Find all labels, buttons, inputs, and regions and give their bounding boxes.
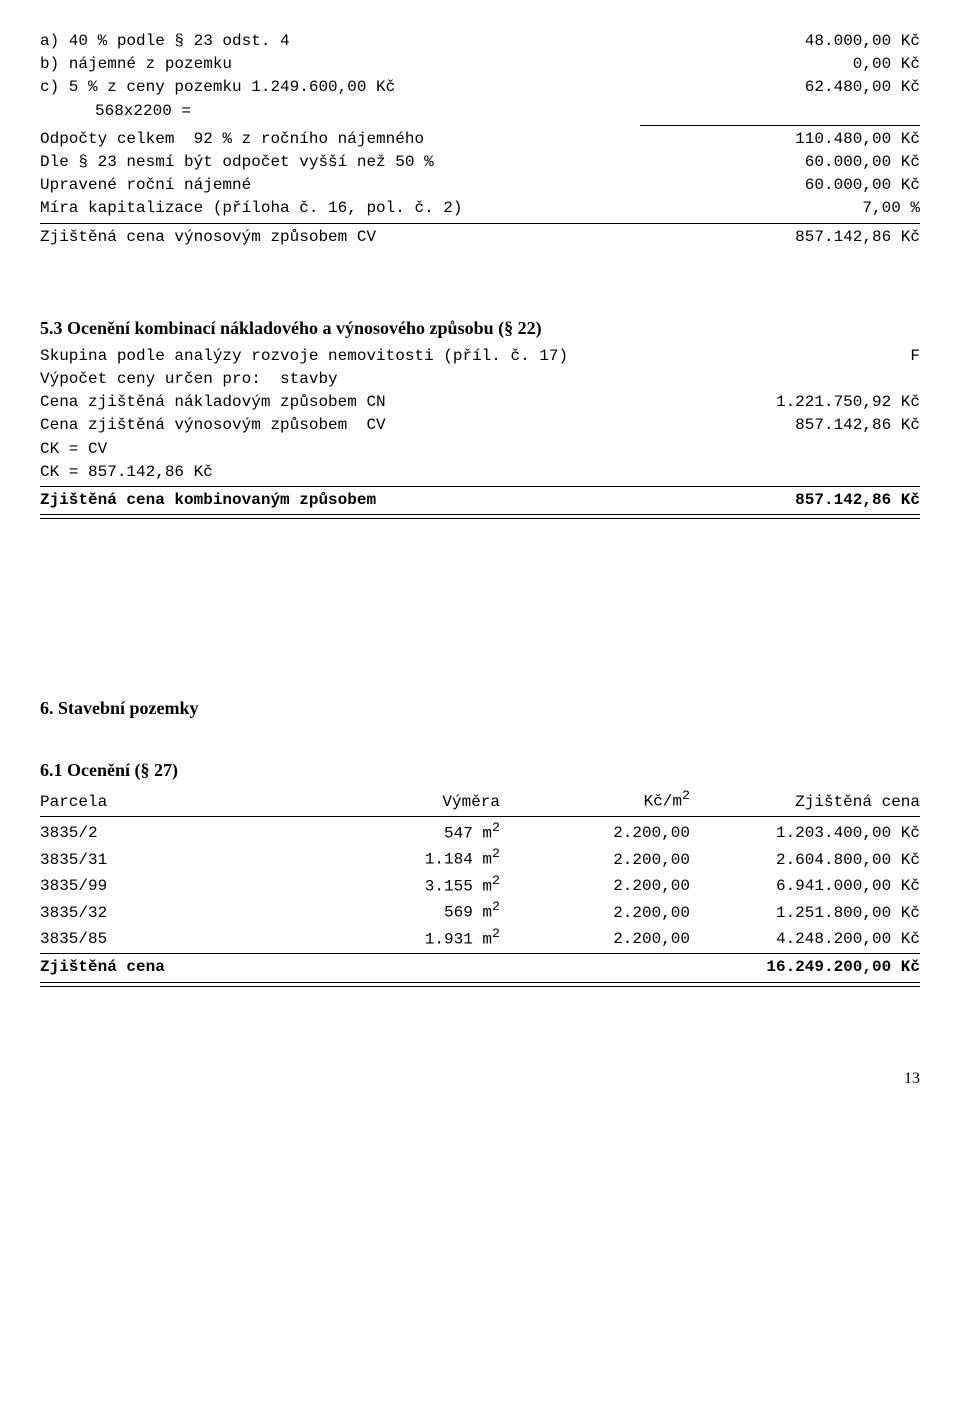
value: 48.000,00 Kč [805, 30, 920, 53]
combined-price: Zjištěná cena kombinovaným způsobem 857.… [40, 489, 920, 512]
value: 0,00 Kč [853, 53, 920, 76]
label: Skupina podle analýzy rozvoje nemovitost… [40, 345, 568, 368]
label: CK = 857.142,86 Kč [40, 461, 213, 484]
deduction-line-c: c) 5 % z ceny pozemku 1.249.600,00 Kč 62… [40, 76, 920, 99]
cell-parcela: 3835/99 [40, 872, 240, 899]
table-row: 3835/851.931 m22.200,004.248.200,00 Kč [40, 925, 920, 952]
col-kcm2: Kč/m2 [500, 787, 690, 814]
label: b) nájemné z pozemku [40, 53, 232, 76]
value: 60.000,00 Kč [805, 174, 920, 197]
cell-parcela: 3835/31 [40, 845, 240, 872]
label: Dle § 23 nesmí být odpočet vyšší než 50 … [40, 151, 434, 174]
ck-value: CK = 857.142,86 Kč [40, 461, 920, 484]
label: c) 5 % z ceny pozemku 1.249.600,00 Kč [40, 76, 395, 99]
section-6-title: 6. Stavební pozemky [40, 695, 920, 721]
cost-price-cn: Cena zjištěná nákladovým způsobem CN 1.2… [40, 391, 920, 414]
value: 60.000,00 Kč [805, 151, 920, 174]
table-row: 3835/32569 m22.200,001.251.800,00 Kč [40, 898, 920, 925]
table-row: 3835/311.184 m22.200,002.604.800,00 Kč [40, 845, 920, 872]
label: Výpočet ceny určen pro: stavby [40, 368, 338, 391]
cell-vymera: 1.931 m2 [240, 925, 500, 952]
label: Míra kapitalizace (příloha č. 16, pol. č… [40, 197, 462, 220]
capitalization-rate: Míra kapitalizace (příloha č. 16, pol. č… [40, 197, 920, 220]
cell-parcela: 3835/32 [40, 898, 240, 925]
parcel-table-body: 3835/2547 m22.200,001.203.400,00 Kč3835/… [40, 819, 920, 952]
calc-for: Výpočet ceny určen pro: stavby [40, 368, 920, 391]
value: 1.221.750,92 Kč [776, 391, 920, 414]
adjusted-rent: Upravené roční nájemné 60.000,00 Kč [40, 174, 920, 197]
cell-vymera: 3.155 m2 [240, 872, 500, 899]
value: F [910, 345, 920, 368]
deduction-cap50: Dle § 23 nesmí být odpočet vyšší než 50 … [40, 151, 920, 174]
value: 16.249.200,00 Kč [766, 956, 920, 979]
cell-cena: 6.941.000,00 Kč [690, 872, 920, 899]
cell-parcela: 3835/85 [40, 925, 240, 952]
yield-price-cv: Cena zjištěná výnosovým způsobem CV 857.… [40, 414, 920, 437]
group-analysis: Skupina podle analýzy rozvoje nemovitost… [40, 345, 920, 368]
label: Odpočty celkem 92 % z ročního nájemného [40, 128, 424, 151]
label: CK = CV [40, 438, 107, 461]
value: 857.142,86 Kč [795, 414, 920, 437]
cell-cena: 1.251.800,00 Kč [690, 898, 920, 925]
cell-cena: 1.203.400,00 Kč [690, 819, 920, 846]
double-divider [40, 982, 920, 987]
value: 857.142,86 Kč [795, 226, 920, 249]
divider [40, 486, 920, 487]
table-row: 3835/993.155 m22.200,006.941.000,00 Kč [40, 872, 920, 899]
cell-vymera: 547 m2 [240, 819, 500, 846]
divider [640, 125, 920, 126]
col-vymera: Výměra [240, 787, 500, 814]
deduction-line-c-sub: 568x2200 = [40, 100, 920, 123]
table-header: Parcela Výměra Kč/m2 Zjištěná cena [40, 787, 920, 814]
cell-cena: 4.248.200,00 Kč [690, 925, 920, 952]
col-parcela: Parcela [40, 787, 240, 814]
cell-kcm2: 2.200,00 [500, 872, 690, 899]
cell-vymera: 569 m2 [240, 898, 500, 925]
cell-parcela: 3835/2 [40, 819, 240, 846]
value: 857.142,86 Kč [795, 489, 920, 512]
label: a) 40 % podle § 23 odst. 4 [40, 30, 290, 53]
deduction-sum: Odpočty celkem 92 % z ročního nájemného … [40, 128, 920, 151]
label: Cena zjištěná výnosovým způsobem CV [40, 414, 386, 437]
cell-kcm2: 2.200,00 [500, 819, 690, 846]
label: Zjištěná cena [40, 956, 165, 979]
deduction-line-a: a) 40 % podle § 23 odst. 4 48.000,00 Kč [40, 30, 920, 53]
cell-vymera: 1.184 m2 [240, 845, 500, 872]
table-row: 3835/2547 m22.200,001.203.400,00 Kč [40, 819, 920, 846]
value: 62.480,00 Kč [805, 76, 920, 99]
label: Cena zjištěná nákladovým způsobem CN [40, 391, 386, 414]
page-number: 13 [40, 1067, 920, 1090]
label: Upravené roční nájemné [40, 174, 251, 197]
parcel-total: Zjištěná cena 16.249.200,00 Kč [40, 956, 920, 979]
value: 110.480,00 Kč [795, 128, 920, 151]
divider [40, 223, 920, 224]
cell-kcm2: 2.200,00 [500, 925, 690, 952]
divider [40, 816, 920, 817]
section-6-1-title: 6.1 Ocenění (§ 27) [40, 757, 920, 783]
cell-kcm2: 2.200,00 [500, 898, 690, 925]
section-5-3-title: 5.3 Ocenění kombinací nákladového a výno… [40, 315, 920, 341]
cell-cena: 2.604.800,00 Kč [690, 845, 920, 872]
label: Zjištěná cena kombinovaným způsobem [40, 489, 376, 512]
label: Zjištěná cena výnosovým způsobem CV [40, 226, 376, 249]
cell-kcm2: 2.200,00 [500, 845, 690, 872]
value: 7,00 % [862, 197, 920, 220]
deduction-line-b: b) nájemné z pozemku 0,00 Kč [40, 53, 920, 76]
parcel-table: Parcela Výměra Kč/m2 Zjištěná cena [40, 787, 920, 814]
ck-eq-cv: CK = CV [40, 438, 920, 461]
divider [40, 953, 920, 954]
col-zjistena: Zjištěná cena [690, 787, 920, 814]
yield-price: Zjištěná cena výnosovým způsobem CV 857.… [40, 226, 920, 249]
label: 568x2200 = [95, 100, 191, 123]
